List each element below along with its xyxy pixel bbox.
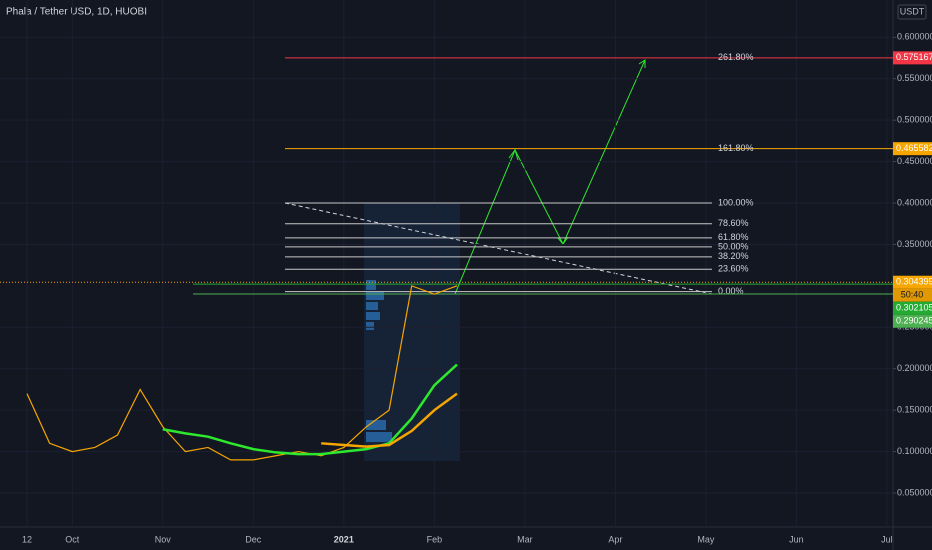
price-tag [893,314,932,328]
y-tick-label: 0.550000 [897,73,932,83]
price-tag-label: 0.575167 [896,52,932,62]
x-tick-label: Feb [427,534,443,544]
price-tag-label: 0.302105 [896,303,932,313]
price-tag-label: 0.465582 [896,143,932,153]
y-tick-label: 0.200000 [897,363,932,373]
x-tick-label: May [697,534,715,544]
fib-label: 23.60% [718,264,749,274]
y-tick-label: 0.150000 [897,405,932,415]
x-tick-label: Oct [65,534,80,544]
series-line [162,363,458,456]
y-tick-label: 0.100000 [897,446,932,456]
y-tick-label: 0.350000 [897,239,932,249]
price-tag [893,51,932,65]
price-tag [893,275,932,289]
price-tag [893,142,932,156]
countdown-tag [893,288,932,302]
fib-label: 38.20% [718,251,749,261]
arrow-head [638,59,646,68]
x-tick-label: Jul [881,534,893,544]
countdown-label: 50:40 [901,290,924,300]
x-tick-label: Nov [155,534,172,544]
fib-label: 0.00% [718,286,744,296]
y-tick-label: 0.050000 [897,487,932,497]
x-tick-label: Apr [608,534,622,544]
price-tag-label: 0.290245 [896,316,932,326]
currency-label[interactable]: USDT [900,6,925,16]
x-tick-label: Mar [517,534,533,544]
trend-line [284,202,713,295]
fib-label: 100.00% [718,197,754,207]
fib-label: 261.80% [718,52,754,62]
volume-profile [366,280,392,442]
fib-label: 78.60% [718,218,749,228]
fib-label: 61.80% [718,232,749,242]
y-tick-label: 0.400000 [897,197,932,207]
y-tick-label: 0.600000 [897,32,932,42]
series-line [321,392,458,448]
projection-arrow [454,59,646,295]
y-tick-label: 0.500000 [897,115,932,125]
fib-label: 50.00% [718,241,749,251]
chart-title: Phala / Tether USD, 1D, HUOBI [6,7,147,18]
currency-button[interactable] [897,4,927,20]
y-tick-label: 0.450000 [897,156,932,166]
x-tick-label: Dec [245,534,262,544]
x-tick-label: Jun [789,534,804,544]
x-tick-label: 12 [22,534,32,544]
price-tag-label: 0.304399 [896,277,932,287]
price-tag [893,301,932,315]
arrow-head [508,148,519,161]
series-line [26,285,458,461]
fib-label: 161.80% [718,143,754,153]
x-tick-label: 2021 [334,534,354,544]
